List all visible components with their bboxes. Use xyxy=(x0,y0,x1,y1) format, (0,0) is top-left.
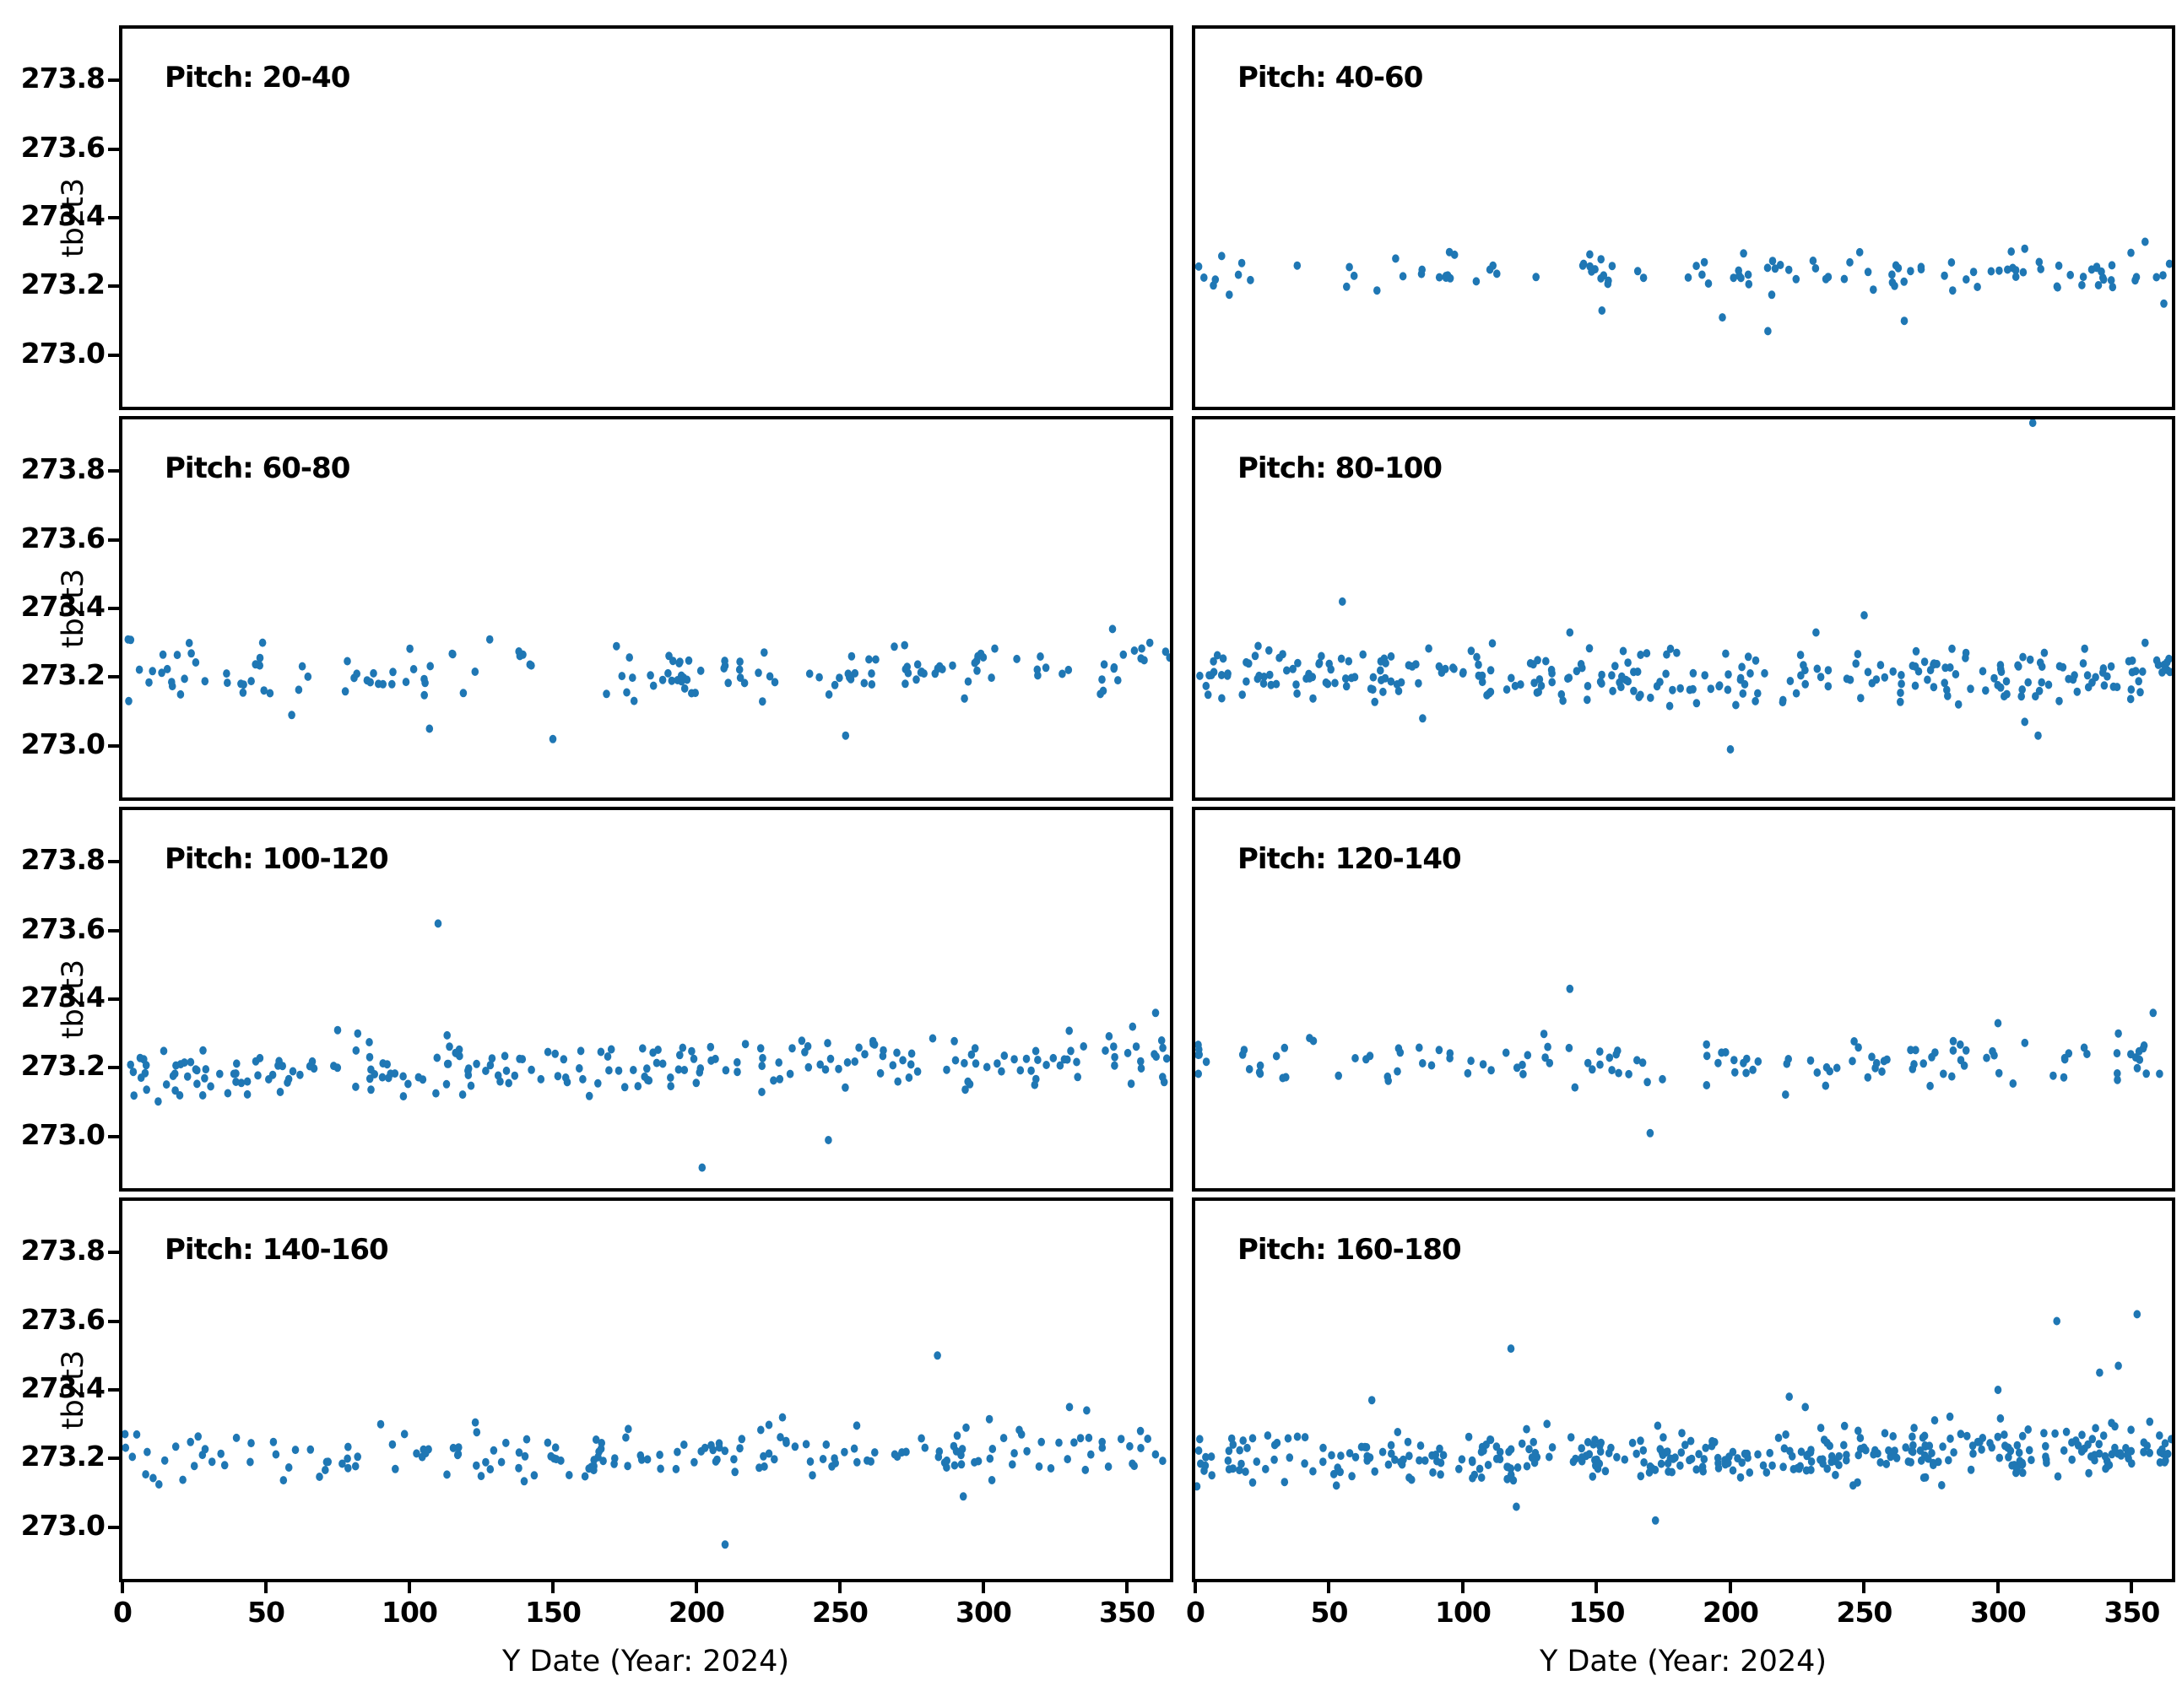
x-axis-label-right: Y Date (Year: 2024) xyxy=(1539,1645,1827,1678)
y-tick-mark xyxy=(108,675,119,679)
y-tick-mark xyxy=(108,147,119,151)
x-tick-label: 50 xyxy=(1310,1596,1349,1629)
x-tick-mark xyxy=(121,1582,124,1593)
subplot-pitch-160-180: Pitch: 160-180 xyxy=(1192,1197,2175,1582)
panel-title: Pitch: 140-160 xyxy=(165,1233,389,1267)
x-tick-label: 100 xyxy=(382,1596,438,1629)
x-tick-mark xyxy=(1995,1582,2000,1593)
x-tick-mark xyxy=(695,1582,698,1593)
y-tick-label: 273.2 xyxy=(20,1049,106,1083)
y-tick-mark xyxy=(108,353,119,357)
y-tick-label: 273.4 xyxy=(20,199,106,232)
subplot-pitch-140-160: Pitch: 140-160 xyxy=(119,1197,1173,1582)
y-tick-label: 273.0 xyxy=(20,1117,106,1151)
y-tick-mark xyxy=(108,1319,119,1323)
y-tick-label: 273.6 xyxy=(20,521,106,554)
y-tick-label: 273.2 xyxy=(20,268,106,301)
y-tick-label: 273.8 xyxy=(20,843,106,877)
x-tick-label: 300 xyxy=(956,1596,1012,1629)
x-tick-mark xyxy=(2130,1582,2134,1593)
panel-title: Pitch: 100-120 xyxy=(165,842,389,876)
x-tick-mark xyxy=(1728,1582,1732,1593)
y-tick-label: 273.6 xyxy=(20,1302,106,1336)
x-tick-mark xyxy=(264,1582,268,1593)
x-tick-label: 350 xyxy=(2103,1596,2160,1629)
y-tick-mark xyxy=(108,1388,119,1392)
y-tick-label: 273.0 xyxy=(20,336,106,370)
x-tick-label: 50 xyxy=(247,1596,285,1629)
x-tick-mark xyxy=(551,1582,555,1593)
x-tick-label: 350 xyxy=(1099,1596,1156,1629)
x-tick-mark xyxy=(1125,1582,1129,1593)
panel-title: Pitch: 60-80 xyxy=(165,451,350,485)
y-tick-label: 273.8 xyxy=(20,62,106,95)
x-tick-label: 200 xyxy=(1703,1596,1759,1629)
x-tick-label: 150 xyxy=(525,1596,582,1629)
subplot-pitch-60-80: Pitch: 60-80 xyxy=(119,416,1173,801)
y-tick-label: 273.6 xyxy=(20,911,106,945)
y-tick-mark xyxy=(108,607,119,610)
panel-title: Pitch: 20-40 xyxy=(165,61,350,95)
y-tick-mark xyxy=(108,1066,119,1070)
panel-title: Pitch: 40-60 xyxy=(1237,61,1423,95)
y-tick-mark xyxy=(108,538,119,542)
y-tick-mark xyxy=(108,928,119,932)
x-tick-label: 250 xyxy=(812,1596,869,1629)
y-tick-label: 273.6 xyxy=(20,130,106,164)
y-tick-label: 273.8 xyxy=(20,452,106,486)
y-tick-mark xyxy=(108,78,119,83)
panel-title: Pitch: 120-140 xyxy=(1237,842,1462,876)
scatter-points xyxy=(124,624,1170,743)
subplot-pitch-40-60: Pitch: 40-60 xyxy=(1192,25,2175,410)
x-axis-label-left: Y Date (Year: 2024) xyxy=(501,1645,790,1678)
y-tick-label: 273.2 xyxy=(20,1440,106,1473)
y-tick-mark xyxy=(108,216,119,219)
scatter-points xyxy=(122,1351,1167,1549)
subplot-pitch-80-100: Pitch: 80-100 xyxy=(1192,416,2175,801)
y-tick-label: 273.4 xyxy=(20,981,106,1013)
scatter-points xyxy=(127,919,1170,1172)
x-tick-label: 150 xyxy=(1568,1596,1626,1629)
x-tick-mark xyxy=(1595,1582,1599,1593)
x-tick-label: 250 xyxy=(1836,1596,1893,1629)
y-tick-mark xyxy=(108,1525,119,1529)
y-tick-label: 273.0 xyxy=(20,727,106,760)
subplot-pitch-20-40: Pitch: 20-40 xyxy=(119,25,1173,410)
x-tick-label: 200 xyxy=(669,1596,725,1629)
scatter-points xyxy=(1195,984,2163,1138)
y-tick-mark xyxy=(108,1457,119,1461)
scatter-points xyxy=(1195,1310,2172,1525)
y-tick-label: 273.2 xyxy=(20,658,106,692)
x-tick-label: 0 xyxy=(1186,1596,1205,1629)
scatter-points xyxy=(1195,237,2172,336)
x-tick-mark xyxy=(1460,1582,1465,1593)
x-tick-mark xyxy=(1194,1582,1197,1593)
y-tick-mark xyxy=(108,743,119,748)
y-tick-mark xyxy=(108,860,119,864)
x-tick-label: 0 xyxy=(113,1596,133,1629)
y-tick-label: 273.4 xyxy=(20,1371,106,1404)
panel-title: Pitch: 80-100 xyxy=(1237,451,1443,485)
x-tick-mark xyxy=(982,1582,985,1593)
y-tick-mark xyxy=(108,997,119,1001)
x-tick-label: 300 xyxy=(1970,1596,2027,1629)
y-tick-label: 273.0 xyxy=(20,1508,106,1542)
y-tick-mark xyxy=(108,1134,119,1138)
y-tick-label: 273.4 xyxy=(20,590,106,623)
subplot-pitch-100-120: Pitch: 100-120 xyxy=(119,807,1173,1192)
x-tick-mark xyxy=(1862,1582,1866,1593)
subplot-pitch-120-140: Pitch: 120-140 xyxy=(1192,807,2175,1192)
y-tick-mark xyxy=(108,1251,119,1255)
y-tick-mark xyxy=(108,284,119,289)
scatter-points xyxy=(1196,419,2172,754)
x-tick-mark xyxy=(838,1582,842,1593)
y-tick-mark xyxy=(108,469,119,473)
y-tick-label: 273.8 xyxy=(20,1234,106,1267)
panel-title: Pitch: 160-180 xyxy=(1237,1233,1462,1267)
x-tick-label: 100 xyxy=(1435,1596,1492,1629)
x-tick-mark xyxy=(1327,1582,1331,1593)
x-tick-mark xyxy=(408,1582,411,1593)
